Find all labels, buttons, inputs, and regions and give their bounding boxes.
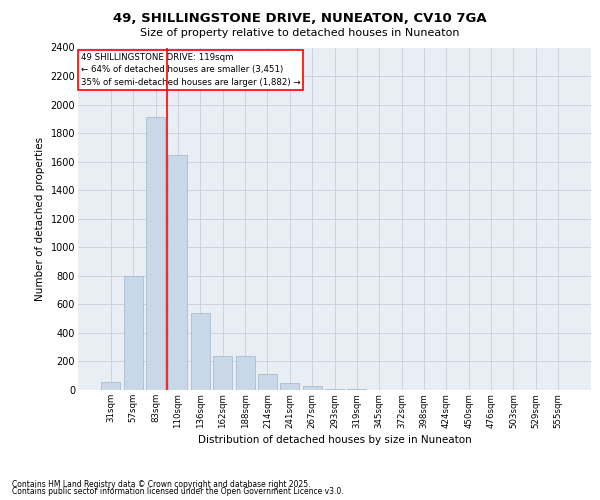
Bar <box>191 313 210 390</box>
Bar <box>236 356 254 390</box>
Text: Size of property relative to detached houses in Nuneaton: Size of property relative to detached ho… <box>140 28 460 38</box>
Bar <box>169 154 187 390</box>
Y-axis label: Number of detached properties: Number of detached properties <box>35 136 45 301</box>
Bar <box>213 356 232 390</box>
Text: 49, SHILLINGSTONE DRIVE, NUNEATON, CV10 7GA: 49, SHILLINGSTONE DRIVE, NUNEATON, CV10 … <box>113 12 487 26</box>
Bar <box>258 374 277 390</box>
Text: 49 SHILLINGSTONE DRIVE: 119sqm
← 64% of detached houses are smaller (3,451)
35% : 49 SHILLINGSTONE DRIVE: 119sqm ← 64% of … <box>80 52 300 86</box>
Bar <box>325 388 344 390</box>
Bar <box>101 382 121 390</box>
Bar <box>280 383 299 390</box>
Text: Contains public sector information licensed under the Open Government Licence v3: Contains public sector information licen… <box>12 487 344 496</box>
Bar <box>146 118 165 390</box>
Bar <box>124 276 143 390</box>
Text: Contains HM Land Registry data © Crown copyright and database right 2025.: Contains HM Land Registry data © Crown c… <box>12 480 311 489</box>
Bar <box>302 386 322 390</box>
X-axis label: Distribution of detached houses by size in Nuneaton: Distribution of detached houses by size … <box>197 434 472 444</box>
